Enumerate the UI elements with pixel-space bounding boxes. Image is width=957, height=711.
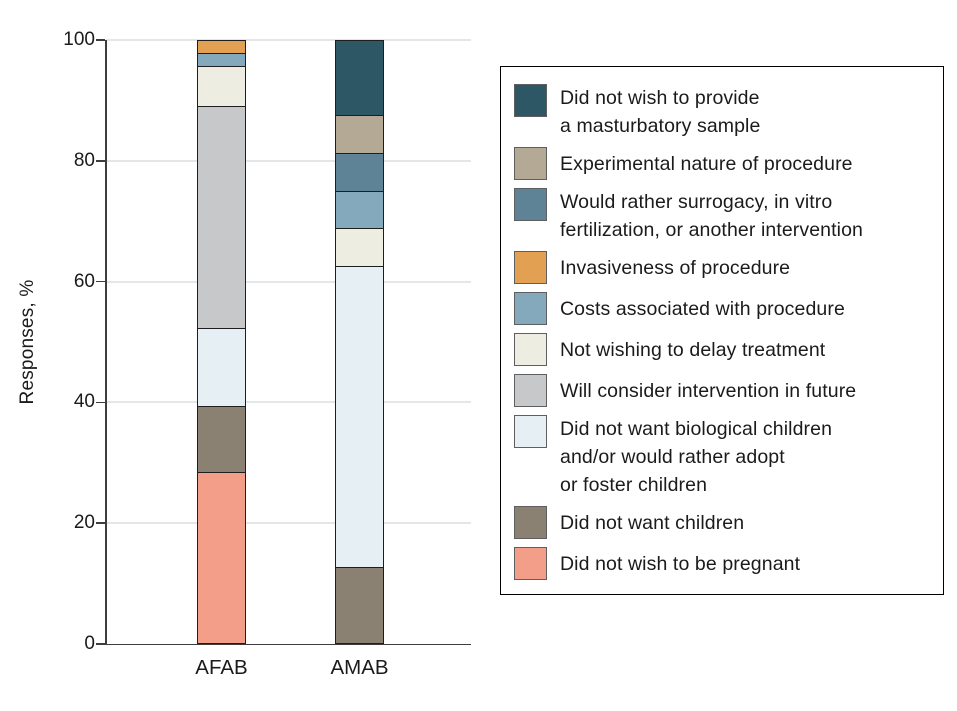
legend-swatch <box>514 333 547 366</box>
bar-segment <box>198 41 245 55</box>
y-axis-line <box>105 40 107 645</box>
bar-afab <box>197 40 246 644</box>
bar-segment <box>198 472 245 643</box>
legend-item: Did not want biological children and/or w… <box>514 415 931 499</box>
y-tick-label: 80 <box>73 149 95 171</box>
bar-segment <box>336 116 383 154</box>
legend-swatch <box>514 415 547 448</box>
legend-swatch <box>514 84 547 117</box>
y-tick-mark <box>96 160 105 162</box>
legend-swatch <box>514 292 547 325</box>
bar-segment <box>336 229 383 267</box>
legend-label: Costs associated with procedure <box>560 298 845 320</box>
y-tick-label: 40 <box>73 391 95 413</box>
bar-segment <box>198 106 245 330</box>
legend-label: Would rather surrogacy, in vitro fertiliz… <box>560 191 863 241</box>
legend-label: Invasiveness of procedure <box>560 257 791 279</box>
legend-label: Experimental nature of procedure <box>560 153 853 175</box>
x-axis-line <box>105 643 471 646</box>
legend-item: Not wishing to delay treatment <box>514 333 931 367</box>
bar-segment <box>336 567 383 643</box>
legend-item: Will consider intervention in future <box>514 374 931 408</box>
legend-label: Will consider intervention in future <box>560 380 857 402</box>
x-axis-label-amab: AMAB <box>330 656 389 679</box>
bar-segment <box>198 329 245 408</box>
gridline <box>106 280 471 283</box>
bar-segment <box>198 67 245 107</box>
bar-segment <box>336 153 383 192</box>
y-tick-mark <box>96 280 105 283</box>
legend-item: Costs associated with procedure <box>514 292 931 326</box>
legend-swatch <box>514 374 547 407</box>
y-tick-mark <box>96 643 105 645</box>
legend-swatch <box>514 188 547 221</box>
legend: Did not wish to provide a masturbatory sa… <box>500 66 944 595</box>
legend-swatch <box>514 251 547 284</box>
legend-swatch <box>514 147 547 180</box>
gridline <box>106 39 471 41</box>
y-tick-label: 0 <box>84 633 95 654</box>
legend-label: Did not want biological children and/or w… <box>560 418 833 496</box>
bar-segment <box>336 41 383 117</box>
y-axis-title: Responses, % <box>17 279 38 405</box>
y-tick-mark <box>96 522 105 524</box>
bar-amab <box>335 40 384 644</box>
bar-segment <box>336 191 383 230</box>
legend-swatch <box>514 547 547 580</box>
y-tick-mark <box>96 39 105 41</box>
legend-label: Did not want children <box>560 512 745 534</box>
x-axis-label-afab: AFAB <box>195 656 248 679</box>
legend-item: Did not want children <box>514 506 931 540</box>
legend-item: Invasiveness of procedure <box>514 251 931 285</box>
legend-label: Did not wish to provide a masturbatory sa… <box>560 87 761 137</box>
legend-swatch <box>514 506 547 539</box>
legend-item: Experimental nature of procedure <box>514 147 931 181</box>
legend-label: Not wishing to delay treatment <box>560 339 826 361</box>
y-tick-mark <box>96 401 105 404</box>
legend-item: Did not wish to be pregnant <box>514 547 931 581</box>
bar-segment <box>198 407 245 473</box>
legend-item: Would rather surrogacy, in vitro fertiliz… <box>514 188 931 244</box>
legend-item: Did not wish to provide a masturbatory sa… <box>514 84 931 140</box>
gridline <box>106 159 471 162</box>
gridline <box>106 401 471 404</box>
y-tick-label: 100 <box>63 29 95 50</box>
y-tick-label: 20 <box>73 512 95 534</box>
y-tick-label: 60 <box>73 270 95 292</box>
bar-segment <box>336 266 383 568</box>
bar-segment <box>198 54 245 68</box>
legend-label: Did not wish to be pregnant <box>560 553 801 575</box>
gridline <box>106 522 471 525</box>
